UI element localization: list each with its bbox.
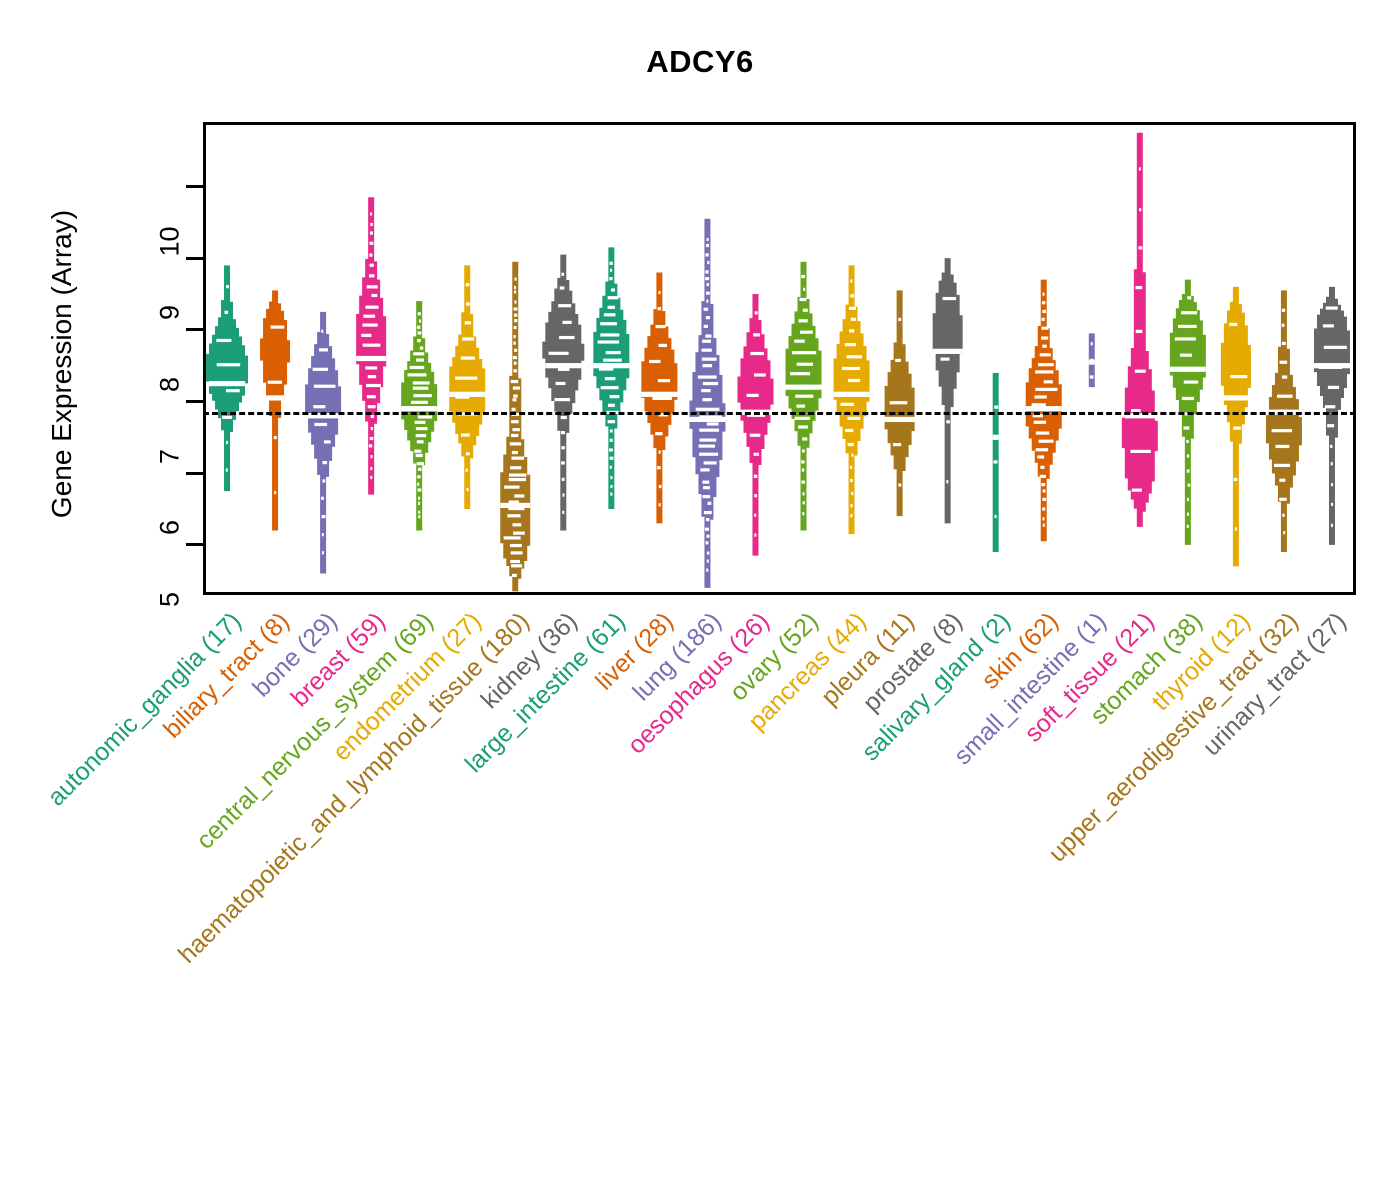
- reference-line: [203, 412, 1356, 416]
- page-title: ADCY6: [646, 44, 754, 79]
- y-tick-9: [186, 256, 203, 260]
- y-axis-title: Gene Expression (Array): [46, 209, 77, 519]
- y-tick-7: [186, 400, 203, 403]
- y-tick-6: [186, 471, 203, 475]
- y-tick-label-10: 10: [154, 225, 185, 257]
- y-tick-8: [186, 328, 203, 332]
- y-tick-10: [186, 185, 203, 188]
- plot-area: [203, 122, 1356, 595]
- y-tick-5: [186, 543, 203, 547]
